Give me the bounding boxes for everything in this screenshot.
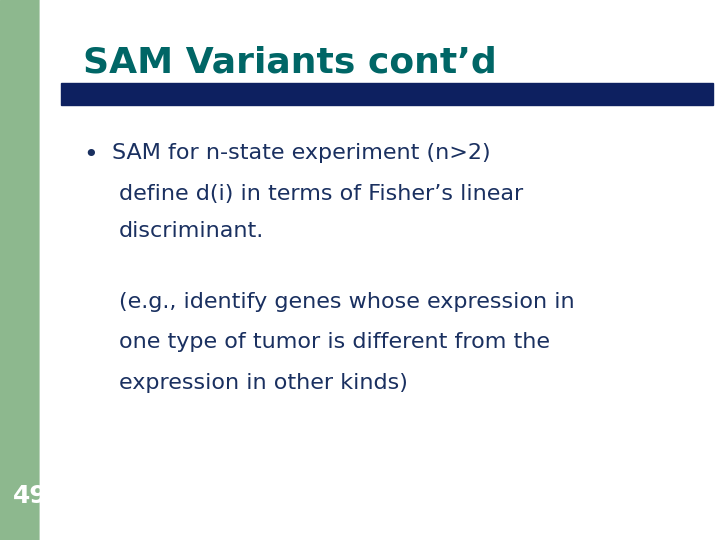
Text: SAM for n-state experiment (n>2): SAM for n-state experiment (n>2) bbox=[112, 143, 490, 163]
Bar bbox=[61, 83, 713, 105]
Text: (e.g., identify genes whose expression in: (e.g., identify genes whose expression i… bbox=[119, 292, 575, 312]
Text: expression in other kinds): expression in other kinds) bbox=[119, 373, 408, 393]
Text: 49: 49 bbox=[13, 484, 48, 508]
Text: •: • bbox=[83, 143, 97, 167]
Text: SAM Variants cont’d: SAM Variants cont’d bbox=[83, 46, 497, 80]
Text: discriminant.: discriminant. bbox=[119, 221, 264, 241]
Text: define d(i) in terms of Fisher’s linear: define d(i) in terms of Fisher’s linear bbox=[119, 184, 523, 204]
FancyBboxPatch shape bbox=[40, 0, 720, 540]
Bar bbox=[0, 0, 61, 540]
Text: one type of tumor is different from the: one type of tumor is different from the bbox=[119, 332, 550, 352]
